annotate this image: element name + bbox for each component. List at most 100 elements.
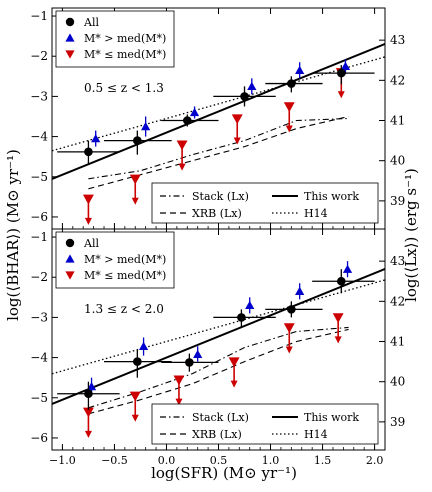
low-mass-point — [82, 194, 94, 205]
legend-marker-label: M* > med(M*) — [84, 32, 166, 45]
x-tick-label: −1.0 — [49, 454, 76, 467]
redshift-annotation: 0.5 ≤ z < 1.3 — [84, 81, 164, 95]
x-tick-label: 2.0 — [366, 454, 384, 467]
y-right-tick-label: 41 — [390, 335, 405, 349]
xrb-line — [88, 328, 349, 415]
low-mass-point — [283, 102, 295, 113]
low-mass-limit-arrow — [337, 91, 345, 99]
legend-all-marker — [65, 17, 75, 27]
low-mass-point — [176, 140, 188, 151]
legend-line-label: XRB (Lx) — [192, 428, 242, 441]
legend-markers: All M* > med(M*) M* ≤ med(M*) — [55, 10, 175, 68]
legend-marker-label: M* > med(M*) — [84, 253, 166, 266]
legend-all-marker — [65, 238, 75, 248]
high-mass-point — [91, 133, 101, 143]
legend-box — [55, 10, 175, 68]
high-mass-point — [86, 381, 97, 391]
low-mass-point — [228, 357, 240, 368]
stack-line — [88, 326, 349, 409]
y-tick-label: −1 — [30, 230, 48, 244]
all-point — [182, 116, 192, 125]
high-mass-point — [342, 264, 353, 273]
h14-line — [52, 279, 385, 375]
high-mass-point — [247, 81, 257, 91]
legend-high-mass-marker — [65, 254, 75, 263]
legend-line-label: This work — [304, 411, 359, 424]
legend-high-mass-marker — [65, 33, 75, 42]
low-mass-limit-arrow — [230, 380, 238, 388]
legend-line-label: Stack (Lx) — [192, 190, 249, 203]
legend-line-label: H14 — [304, 207, 328, 220]
x-tick-label: 1.5 — [314, 454, 332, 467]
legend-marker-label: All — [83, 237, 99, 250]
y-right-tick-label: 42 — [390, 294, 405, 308]
legend-box — [55, 231, 175, 289]
y-tick-label: −1 — [30, 9, 48, 23]
low-mass-limit-arrow — [334, 336, 342, 344]
all-point — [336, 68, 346, 78]
panel-bottom: −1.0 −0.5 0.0 0.5 1.0 1.5 2.0 −6 −5 −4 −3 −2 −1 39 40 4… — [30, 228, 405, 467]
plot-area — [52, 43, 385, 225]
legend-line-label: XRB (Lx) — [192, 207, 242, 220]
h14-line — [52, 56, 385, 152]
low-mass-limit-arrow — [285, 346, 293, 354]
y-tick-label: −2 — [30, 49, 48, 63]
this-work-line — [52, 43, 385, 180]
y-right-tick-label: 40 — [390, 375, 405, 389]
y-tick-label: −3 — [30, 89, 48, 103]
high-mass-point — [295, 286, 305, 295]
legend-lines: Stack (Lx) This work XRB (Lx) H14 — [151, 182, 379, 224]
x-axis-label: log(SFR) (M⊙ yr⁻¹) — [151, 464, 297, 482]
all-point — [240, 92, 249, 101]
low-mass-limit-arrow — [84, 217, 92, 225]
all-point — [287, 305, 296, 314]
low-mass-limit-arrow — [84, 430, 92, 438]
x-tick-label: 0.5 — [210, 454, 228, 467]
legend-marker-label: All — [83, 16, 99, 29]
low-mass-point — [173, 375, 185, 386]
all-point — [336, 276, 346, 286]
y-tick-label: −5 — [30, 391, 48, 405]
y-tick-label: −4 — [30, 351, 48, 365]
high-mass-point — [141, 121, 151, 131]
all-point — [84, 147, 93, 157]
plot-area — [52, 261, 385, 438]
y-right-tick-label: 43 — [390, 33, 405, 47]
all-point — [237, 313, 246, 322]
x-tick-label: 1.0 — [262, 454, 280, 467]
x-tick-label: 0.0 — [158, 454, 176, 467]
high-mass-point — [138, 341, 149, 351]
low-mass-point — [231, 114, 243, 125]
all-point — [84, 389, 93, 399]
this-work-line — [52, 268, 385, 405]
low-mass-point — [129, 391, 141, 402]
y-tick-label: −4 — [30, 130, 48, 144]
low-mass-limit-arrow — [285, 125, 293, 133]
x-tick-label: −0.5 — [101, 454, 128, 467]
low-mass-limit-arrow — [178, 163, 186, 171]
low-mass-limit-arrow — [233, 137, 241, 145]
low-mass-point — [129, 174, 141, 185]
legend-low-mass-marker — [65, 50, 75, 59]
low-mass-point — [332, 313, 344, 324]
y-tick-label: −5 — [30, 170, 48, 184]
y-tick-label: −2 — [30, 270, 48, 284]
low-mass-point — [283, 323, 295, 334]
y-right-tick-label: 40 — [390, 154, 405, 168]
low-mass-limit-arrow — [131, 197, 139, 205]
y-tick-label: −3 — [30, 310, 48, 324]
legend-low-mass-marker — [65, 271, 75, 280]
high-mass-point — [340, 61, 351, 70]
all-point — [185, 358, 194, 367]
y-tick-label: −6 — [30, 210, 48, 224]
high-mass-point — [295, 65, 305, 74]
legend-line-label: H14 — [304, 428, 328, 441]
y-tick-label: −6 — [30, 431, 48, 445]
high-mass-point — [189, 107, 200, 117]
stack-line — [88, 117, 349, 180]
high-mass-point — [245, 300, 255, 310]
xrb-line — [88, 115, 349, 190]
high-mass-point — [193, 349, 203, 359]
legend-lines: Stack (Lx) This work XRB (Lx) H14 — [151, 403, 379, 445]
